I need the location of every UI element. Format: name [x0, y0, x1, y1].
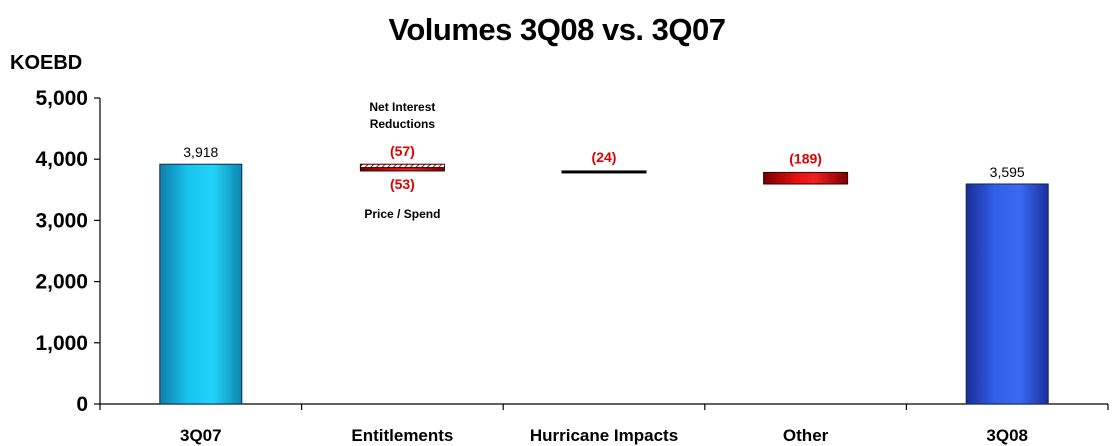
data-label: (53) — [390, 176, 415, 192]
bar — [763, 171, 849, 185]
segment-annotation: Price / Spend — [364, 207, 440, 221]
data-label: (57) — [390, 143, 415, 159]
segment-annotation: Net Interest — [369, 100, 435, 114]
data-label: 3,595 — [990, 164, 1025, 180]
y-tick-label: 2,000 — [35, 271, 88, 294]
x-tick-label: 3Q08 — [986, 426, 1028, 445]
data-label: 3,918 — [183, 144, 218, 160]
x-tick-label: Entitlements — [351, 426, 453, 445]
y-axis-label: KOEBD — [10, 52, 83, 74]
x-tick-label: Other — [783, 426, 829, 445]
y-tick-label: 0 — [76, 393, 88, 416]
bar — [561, 170, 647, 174]
x-tick-label: 3Q07 — [180, 426, 222, 445]
y-tick-label: 1,000 — [35, 332, 88, 355]
y-tick-label: 3,000 — [35, 209, 88, 232]
chart-title: Volumes 3Q08 vs. 3Q07 — [388, 12, 726, 47]
data-label: (24) — [592, 149, 617, 165]
data-label: (189) — [789, 150, 822, 166]
bar-segment — [359, 167, 445, 172]
segment-annotation: Reductions — [370, 117, 436, 131]
x-tick-label: Hurricane Impacts — [530, 426, 678, 445]
y-tick-label: 4,000 — [35, 148, 88, 171]
bar — [159, 163, 243, 405]
bar — [965, 183, 1049, 405]
bar-segment — [359, 163, 445, 169]
y-tick-label: 5,000 — [35, 87, 88, 110]
